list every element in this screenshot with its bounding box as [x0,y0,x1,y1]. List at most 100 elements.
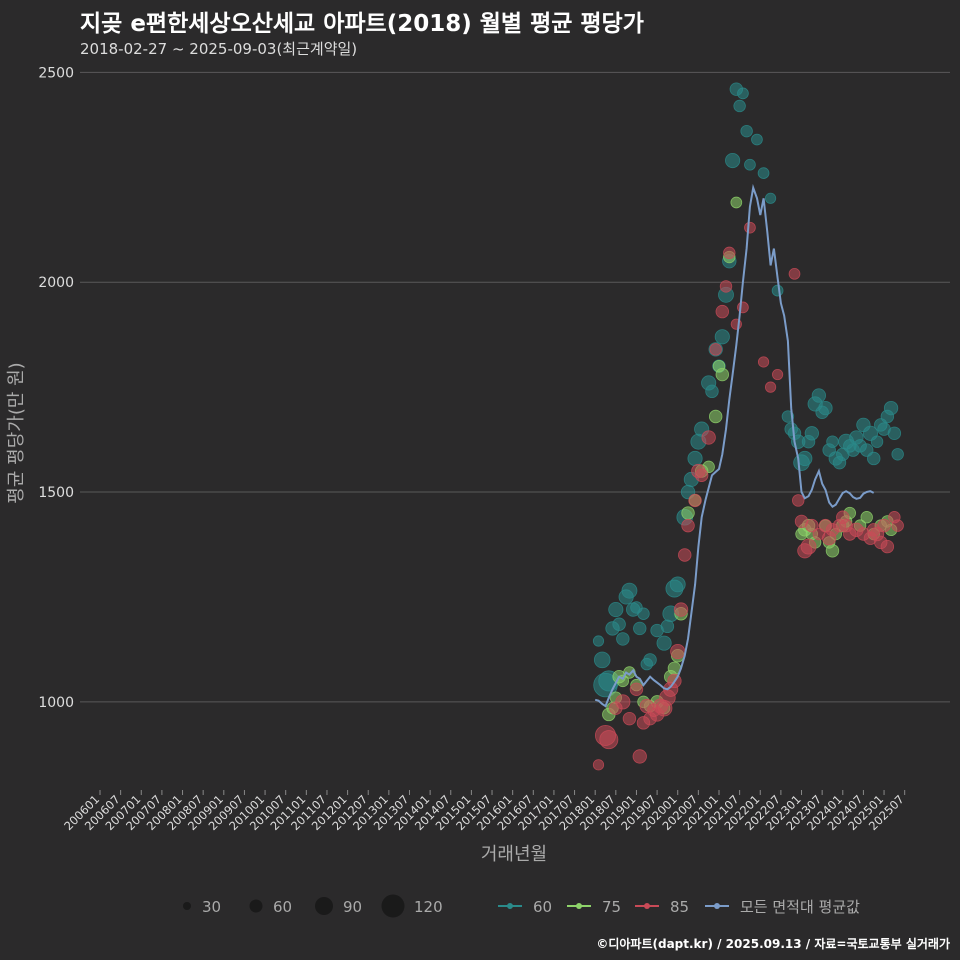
legend-dot [644,903,650,909]
point-75 [708,409,723,424]
average-line-path [594,183,875,708]
point-60 [656,635,672,651]
point-85 [771,368,784,381]
point-85 [877,518,891,533]
point-85 [678,548,692,562]
point-85 [599,730,619,750]
x-axis-label: 거래년월 [481,844,547,865]
point-60 [771,284,784,297]
chart-canvas: 1000 1500 2000 2500 20060120060720070120070… [6,65,950,918]
point-60 [592,635,605,647]
point-60 [826,435,839,448]
point-85 [622,711,637,726]
point-60 [633,621,647,636]
point-60 [740,124,753,138]
point-75 [715,367,729,382]
point-85 [788,267,801,280]
y-tick-label: 2500 [38,65,74,81]
point-60 [733,99,746,113]
x-axis: 2006012006072007012007072008012008072009… [61,790,907,833]
legend-series-label: 모든 면적대 평균값 [740,898,860,916]
point-85 [709,343,722,356]
point-85 [615,694,631,710]
point-85 [688,493,702,508]
y-axis: 1000 1500 2000 2500 [38,65,74,710]
legend-series-label: 85 [670,898,689,916]
point-60 [593,651,611,669]
legend-size-dot [381,894,405,918]
point-85 [629,682,644,696]
grid-lines [80,71,950,703]
point-60 [797,450,813,467]
legend-dot [507,903,513,909]
point-60 [891,448,904,461]
legend-size-label: 120 [414,898,443,916]
point-85 [701,430,716,445]
source-caption: ©디아파트(dapt.kr) / 2025.09.13 / 자료=국토교통부 실… [596,937,950,951]
legend-size-dot [183,902,191,910]
legend-dot [714,903,720,909]
point-85 [764,381,777,393]
y-axis-label: 평균 평당가(만 원) [6,362,27,503]
point-85 [715,304,729,319]
point-60 [621,582,638,599]
point-60 [608,601,624,618]
legend-size-dot [249,899,263,913]
point-60 [643,653,657,667]
point-60 [867,451,881,466]
point-75 [825,544,840,558]
point-60 [687,450,703,467]
point-85 [670,643,686,660]
legend-size-dot [315,897,333,915]
point-85 [632,749,647,764]
average-line [594,183,875,708]
point-85 [694,468,709,482]
point-85 [744,221,756,234]
legend-size-label: 30 [202,898,221,916]
y-tick-label: 2000 [38,275,74,291]
legend-series-label: 60 [533,898,552,916]
chart-subtitle: 2018-02-27 ~ 2025-09-03(최근계약일) [80,40,358,58]
point-85 [592,759,605,771]
point-60 [751,133,763,146]
legend-series-label: 75 [602,898,621,916]
legend: 30 60 90 120 60 75 85 모든 면적대 평균값 [183,894,860,918]
y-tick-label: 1000 [38,695,74,711]
point-85 [792,494,805,507]
point-85 [723,246,736,260]
point-60 [744,158,756,171]
point-60 [637,607,650,620]
point-60 [883,400,899,416]
point-60 [737,87,749,100]
point-75 [860,511,873,524]
y-tick-label: 1500 [38,485,74,501]
point-60 [764,192,777,204]
point-85 [757,356,770,368]
point-60 [612,617,626,631]
point-60 [757,167,770,179]
point-85 [805,518,819,533]
point-85 [880,539,895,554]
legend-size-label: 90 [343,898,362,916]
point-75 [730,196,743,209]
point-60 [804,426,819,441]
point-60 [818,400,833,416]
point-85 [673,602,689,617]
point-60 [616,632,630,646]
point-85 [891,519,904,532]
point-60 [870,435,884,448]
point-60 [705,384,719,399]
point-60 [887,426,902,440]
point-60 [811,388,827,403]
point-75 [681,506,695,520]
point-85 [800,538,817,555]
scatter-points [592,82,904,771]
point-85 [719,280,733,293]
point-85 [681,518,695,533]
point-60 [725,152,741,169]
chart-title: 지곶 e편한세상오산세교 아파트(2018) 월별 평균 평당가 [80,11,644,37]
legend-dot [576,903,582,909]
legend-size-label: 60 [273,898,292,916]
point-60 [714,329,730,345]
point-60 [669,576,686,593]
